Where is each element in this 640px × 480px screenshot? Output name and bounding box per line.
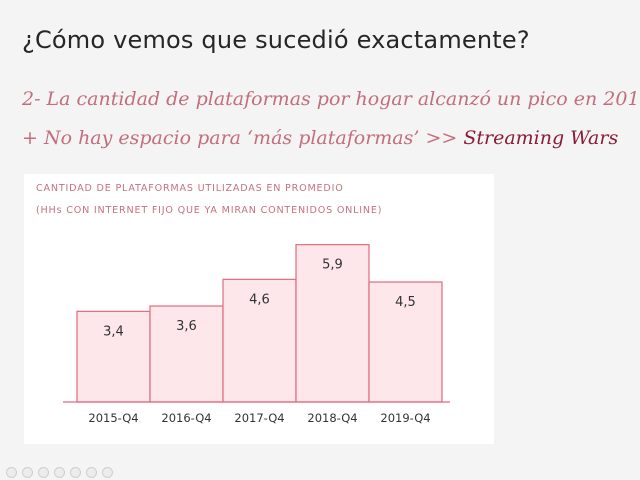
bar: [149, 305, 224, 403]
x-tick-label: 2016-Q4: [161, 411, 211, 425]
bar-value-label: 3,4: [103, 324, 124, 339]
conclusion-prefix: + No hay espacio para ‘más plataformas’ …: [22, 127, 464, 149]
bar-value-label: 5,9: [322, 258, 343, 273]
x-tick-label: 2015-Q4: [88, 411, 138, 425]
control-icon[interactable]: [70, 467, 81, 478]
bar-chart: 3,4 2015-Q4 3,6 2016-Q4 4,6 2017-Q4 5,9 2018-Q4…: [63, 244, 450, 425]
control-icon[interactable]: [86, 467, 97, 478]
slide-title: ¿Cómo vemos que sucedió exactamente?: [22, 26, 530, 54]
control-icon[interactable]: [22, 467, 33, 478]
control-icon[interactable]: [6, 467, 17, 478]
chart-title: CANTIDAD DE PLATAFORMAS UTILIZADAS EN PR…: [36, 183, 344, 194]
finding-text: 2- La cantidad de plataformas por hogar …: [22, 88, 640, 110]
streaming-wars-highlight: Streaming Wars: [463, 127, 619, 149]
bar: [295, 244, 370, 403]
control-icon[interactable]: [102, 467, 113, 478]
bar: [76, 310, 151, 403]
conclusion-text: + No hay espacio para ‘más plataformas’ …: [22, 127, 618, 149]
x-tick-label: 2017-Q4: [234, 411, 284, 425]
x-tick-label: 2018-Q4: [307, 411, 357, 425]
chart-panel: CANTIDAD DE PLATAFORMAS UTILIZADAS EN PR…: [24, 174, 494, 444]
chart-subtitle: (HHs CON INTERNET FIJO QUE YA MIRAN CONT…: [36, 205, 383, 216]
control-icon[interactable]: [54, 467, 65, 478]
control-icon[interactable]: [38, 467, 49, 478]
bar-value-label: 4,6: [249, 292, 270, 307]
bar-value-label: 4,5: [395, 295, 416, 310]
player-controls: [6, 467, 113, 478]
bar-value-label: 3,6: [176, 319, 197, 334]
x-tick-label: 2019-Q4: [380, 411, 430, 425]
bar: [368, 281, 443, 403]
